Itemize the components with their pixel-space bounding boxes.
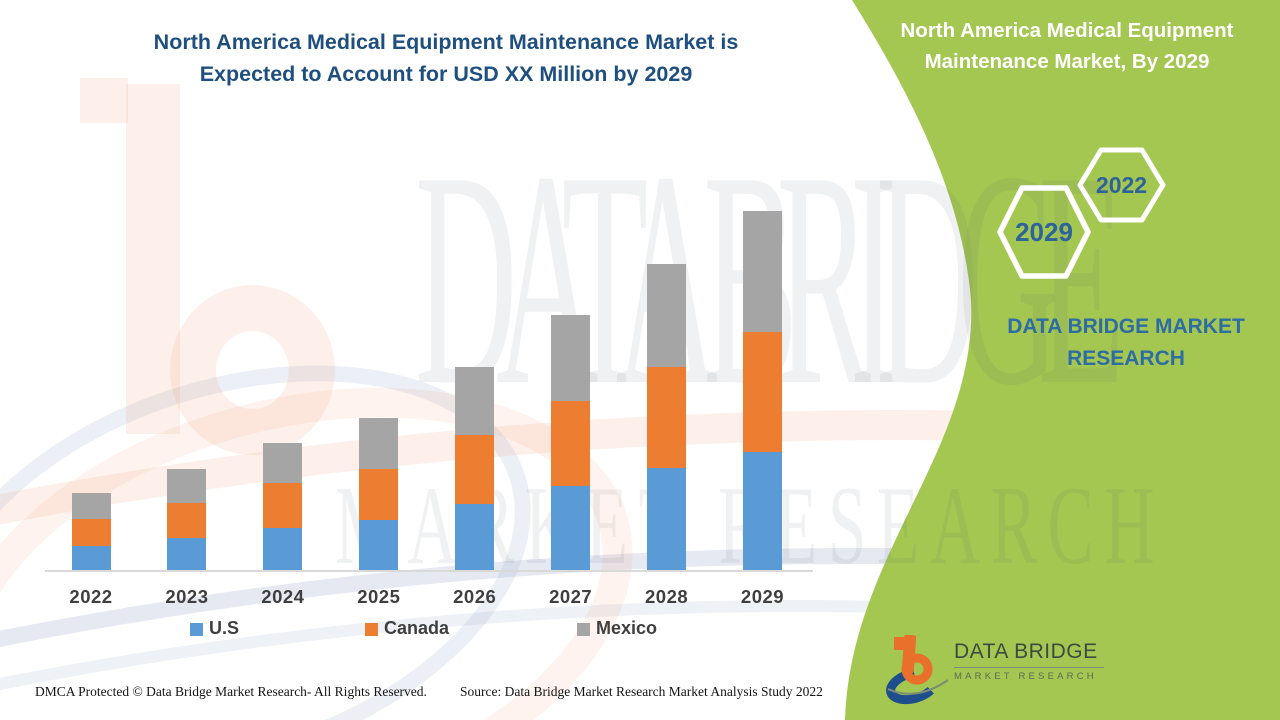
x-axis-label-2029: 2029 [740,586,785,607]
brand-name-line2: RESEARCH [1067,346,1185,370]
bar-segment-2025-canada [359,469,399,520]
bar-segment-2028-mexico [647,264,687,367]
logo-orange-bowl [901,653,933,685]
bar-segment-2026-canada [455,435,495,504]
logo-subname: MARKET RESEARCH [954,671,1097,682]
legend-label-canada: Canada [384,618,450,638]
footer-source-note: Source: Data Bridge Market Research Mark… [460,684,823,699]
bar-segment-2027-us [551,486,591,571]
hexagon-2022-outline [1077,147,1166,223]
bar-segment-2022-mexico [71,493,111,519]
bar-segment-2024-canada [263,483,303,528]
bar-segment-2027-mexico [551,315,591,401]
bar-segment-2024-us [263,528,303,571]
side-panel-title-line2: Maintenance Market, By 2029 [924,50,1210,73]
bar-segment-2029-mexico [743,211,782,332]
watermark-logo-shape [80,78,128,123]
bar-segment-2026-us [455,504,495,571]
x-axis-label-2028: 2028 [645,586,689,607]
legend-swatch-mexico [577,623,590,636]
databridge-logo-icon [886,634,949,705]
legend-label-us: U.S [209,618,240,638]
hexagon-badges [997,147,1166,279]
side-panel-title-line1: North America Medical Equipment [900,19,1234,42]
x-axis-label-2026: 2026 [453,586,497,607]
legend-item-mexico: Mexico [577,618,657,639]
side-panel-title: North America Medical Equipment Maintena… [862,15,1272,77]
logo-name: DATA BRIDGE [954,640,1104,668]
hexagon-2029-label: 2029 [1015,217,1073,247]
hexagon-2029-outline [997,185,1091,279]
x-axis-label-2022: 2022 [69,586,113,607]
chart-title-line2: Expected to Account for USD XX Million b… [199,62,693,86]
brand-name-line1: DATA BRIDGE MARKET [1007,315,1245,338]
bar-segment-2024-mexico [263,443,303,483]
bar-segment-2027-canada [551,401,591,486]
bar-segment-2022-canada [71,519,111,546]
bar-segment-2029-us [743,452,782,571]
bar-segment-2023-mexico [167,469,207,503]
logo-underline-swoosh [887,679,949,695]
bar-segment-2029-canada [743,332,782,452]
bar-segment-2026-mexico [455,367,495,435]
hexagon-2022-label: 2022 [1095,172,1148,198]
legend-swatch-us [190,623,203,636]
legend-label-mexico: Mexico [596,618,658,638]
bar-segment-2028-us [647,468,687,571]
x-axis-label-2024: 2024 [261,586,305,607]
bar-segment-2028-canada [647,367,687,468]
bar-segment-2023-canada [167,503,207,538]
x-axis-line [45,570,813,572]
brand-name: DATA BRIDGE MARKET RESEARCH [950,311,1280,374]
bar-segment-2025-us [359,520,399,571]
legend-item-us: U.S [190,618,239,639]
chart-title: North America Medical Equipment Maintena… [40,26,852,90]
legend-item-canada: Canada [365,618,449,639]
bar-segment-2023-us [167,538,207,571]
logo-orange-block [894,637,904,650]
footer-dmca-notice: DMCA Protected © Data Bridge Market Rese… [35,684,427,699]
bar-segment-2025-mexico [359,418,399,469]
bar-segment-2022-us [71,546,111,571]
chart-title-line1: North America Medical Equipment Maintena… [153,30,739,54]
legend-swatch-canada [365,623,378,636]
x-axis-label-2025: 2025 [357,586,401,607]
x-axis-label-2023: 2023 [165,586,209,607]
x-axis-label-2027: 2027 [549,586,593,607]
